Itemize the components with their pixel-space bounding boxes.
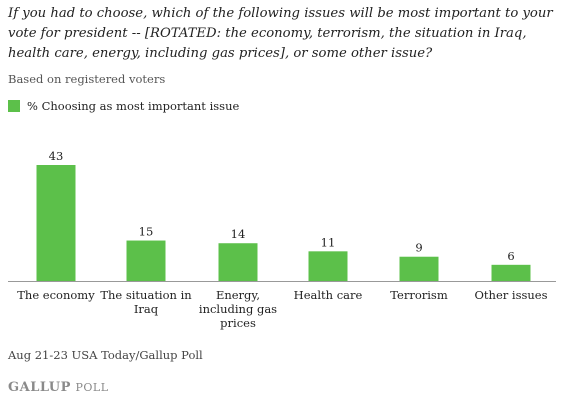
source-note: Aug 21-23 USA Today/Gallup Poll	[8, 348, 203, 362]
bar-5	[491, 264, 531, 281]
bar-1	[126, 240, 166, 281]
data-label-3: 11	[321, 235, 336, 249]
legend: % Choosing as most important issue	[8, 98, 239, 114]
data-label-5: 6	[507, 249, 514, 263]
category-label-5-0: Other issues	[474, 288, 547, 302]
category-label-2-1: including gas	[199, 302, 277, 316]
category-label-4-0: Terrorism	[390, 288, 448, 302]
category-label-2-0: Energy,	[216, 288, 260, 302]
question-text: If you had to choose, which of the follo…	[8, 6, 553, 61]
category-label-1-1: Iraq	[134, 302, 159, 316]
data-label-4: 9	[415, 241, 422, 255]
category-label-3-0: Health care	[294, 288, 363, 302]
gallup-poll-logo: GALLUP POLL	[8, 380, 109, 395]
category-label-1-0: The situation in	[100, 288, 192, 302]
legend-label: % Choosing as most important issue	[27, 99, 240, 113]
bar-2	[218, 243, 258, 281]
data-label-2: 14	[231, 227, 246, 241]
data-label-0: 43	[49, 149, 64, 163]
logo-brand: GALLUP	[8, 380, 71, 395]
category-label-0-0: The economy	[17, 288, 95, 302]
bar-0	[36, 165, 76, 281]
bar-4	[399, 256, 439, 281]
data-label-1: 15	[139, 225, 154, 239]
logo-product: POLL	[75, 381, 109, 394]
sample-note: Based on registered voters	[8, 72, 166, 86]
bar-3	[308, 251, 348, 281]
category-label-2-2: prices	[220, 316, 256, 330]
legend-swatch	[8, 100, 20, 112]
